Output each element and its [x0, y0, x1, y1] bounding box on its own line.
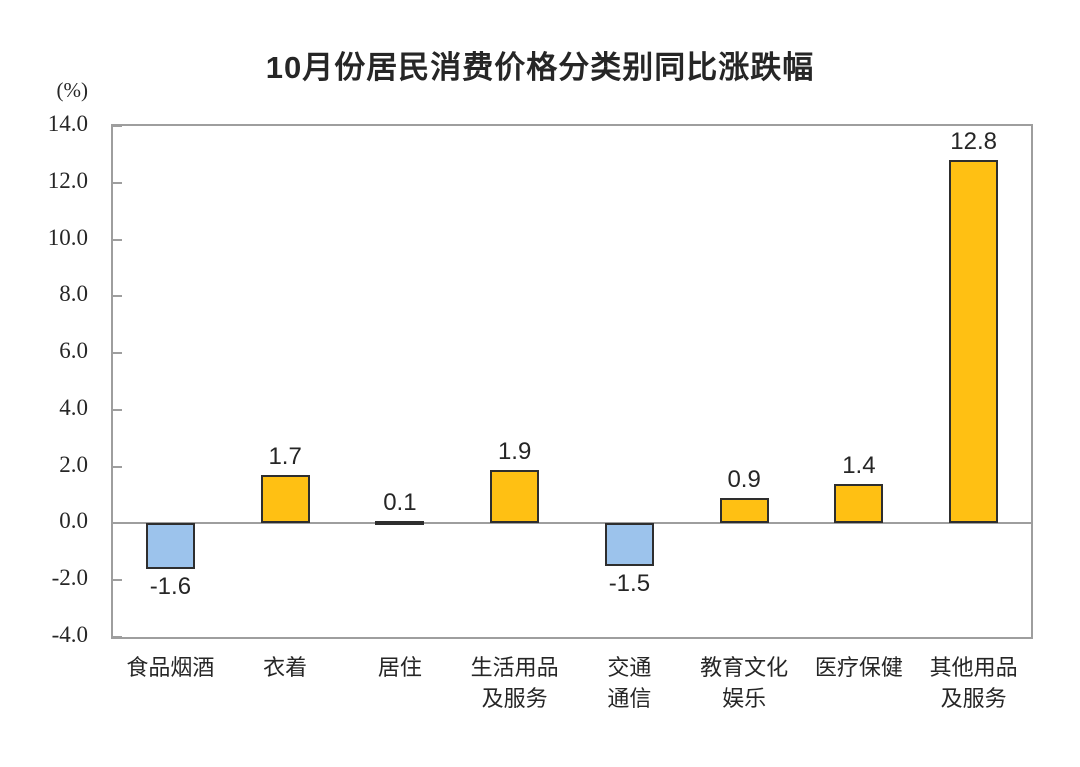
- chart-bar: [719, 497, 769, 524]
- plot-area: -1.6 1.7 0.1 1.9 -1.5 0.9 1.4 12.8: [111, 124, 1033, 639]
- bar-value-label: 12.8: [950, 128, 997, 156]
- chart-bar: [375, 520, 425, 525]
- bar-value-label: 1.7: [268, 443, 302, 471]
- zero-baseline: [113, 522, 1031, 525]
- bar-value-label: -1.6: [149, 572, 192, 600]
- chart-bar: [834, 483, 884, 524]
- y-tick-label: 12.0: [47, 167, 88, 193]
- x-category-label: 教育文化 娱乐: [687, 652, 802, 714]
- x-category-label: 其他用品 及服务: [916, 652, 1031, 714]
- y-axis-tick: [113, 352, 122, 355]
- x-category-label-line: 居住: [377, 655, 422, 680]
- y-axis-tick-labels: 14.0 12.0 10.0 8.0 6.0 4.0 2.0 0.0 -2.0 -4.0: [0, 111, 88, 647]
- x-category-label-line: 及服务: [940, 686, 1007, 711]
- x-category-label-line: 教育文化: [700, 655, 789, 680]
- x-category-label: 居住: [343, 652, 458, 683]
- x-category-label: 食品烟酒: [113, 652, 228, 683]
- y-tick-label: -2.0: [51, 565, 88, 591]
- x-category-label-line: 食品烟酒: [126, 655, 215, 680]
- bar-value-label: 0.9: [727, 465, 761, 493]
- bar-value-label: 0.1: [383, 488, 417, 516]
- y-axis-tick: [113, 125, 122, 127]
- chart-bar: [949, 160, 999, 524]
- y-tick-label: 4.0: [59, 394, 88, 420]
- chart-bar: [260, 475, 310, 524]
- y-axis-tick: [113, 465, 122, 468]
- y-axis-unit-label: (%): [56, 78, 88, 102]
- x-category-label-line: 衣着: [263, 655, 308, 680]
- y-tick-label: -4.0: [51, 622, 88, 647]
- y-tick-label: 0.0: [59, 508, 88, 534]
- x-category-label: 衣着: [228, 652, 343, 683]
- x-category-label-line: 其他用品: [929, 655, 1018, 680]
- x-category-label-line: 生活用品: [470, 655, 559, 680]
- x-category-label: 生活用品 及服务: [457, 652, 572, 714]
- y-axis-tick: [113, 636, 122, 638]
- y-axis-tick: [113, 238, 122, 241]
- y-tick-label: 10.0: [47, 224, 88, 250]
- y-tick-label: 14.0: [47, 111, 88, 136]
- chart-bar: [490, 469, 540, 524]
- x-category-label-line: 交通: [607, 655, 652, 680]
- chart-title: 10月份居民消费价格分类别同比涨跌幅: [265, 50, 815, 85]
- y-axis-tick: [113, 295, 122, 298]
- x-category-label-line: 医疗保健: [814, 655, 903, 680]
- chart-bar: [604, 523, 654, 567]
- chart-bar: [145, 523, 195, 569]
- x-category-label: 医疗保健: [802, 652, 917, 683]
- y-axis-tick: [113, 408, 122, 411]
- y-axis-tick: [113, 579, 122, 582]
- bar-value-label: 1.9: [497, 437, 532, 465]
- x-category-label: 交通 通信: [572, 652, 687, 714]
- bar-value-label: -1.5: [608, 570, 651, 598]
- y-tick-label: 6.0: [59, 338, 88, 364]
- y-tick-label: 8.0: [59, 281, 88, 307]
- x-category-label-line: 通信: [607, 686, 652, 711]
- bar-value-label: 1.4: [842, 451, 876, 479]
- x-category-label-line: 娱乐: [722, 686, 767, 711]
- x-category-label-line: 及服务: [481, 686, 548, 711]
- y-tick-label: 2.0: [59, 451, 88, 477]
- y-axis-tick: [113, 181, 122, 184]
